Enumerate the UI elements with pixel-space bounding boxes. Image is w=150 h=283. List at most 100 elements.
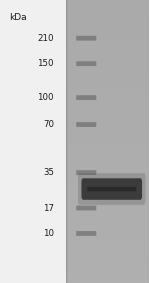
Bar xyxy=(68,0,107,283)
Bar xyxy=(68,0,130,283)
Bar xyxy=(66,76,150,80)
Bar xyxy=(66,189,150,193)
Bar xyxy=(66,170,150,175)
Bar xyxy=(68,0,96,283)
Bar xyxy=(68,0,123,283)
Bar xyxy=(66,28,150,33)
Bar xyxy=(67,0,69,283)
Bar xyxy=(68,0,147,283)
Bar xyxy=(66,222,150,226)
Bar xyxy=(66,175,150,179)
Bar xyxy=(68,0,136,283)
Bar xyxy=(67,0,80,283)
Bar xyxy=(68,0,102,283)
Bar xyxy=(66,23,150,28)
Bar xyxy=(68,0,116,283)
Text: kDa: kDa xyxy=(9,13,27,22)
Bar xyxy=(68,0,104,283)
Bar xyxy=(67,0,90,283)
Bar xyxy=(68,0,122,283)
Bar xyxy=(66,193,150,198)
Bar xyxy=(68,0,126,283)
Bar xyxy=(66,137,150,142)
FancyBboxPatch shape xyxy=(76,95,96,100)
Bar xyxy=(66,146,150,151)
Bar xyxy=(66,274,150,278)
Bar xyxy=(66,255,150,260)
Bar xyxy=(68,0,112,283)
Bar xyxy=(68,0,110,283)
Bar xyxy=(66,212,150,217)
Bar xyxy=(66,123,150,127)
Text: 150: 150 xyxy=(38,59,54,68)
Bar xyxy=(66,217,150,222)
Text: 210: 210 xyxy=(38,34,54,43)
Text: 17: 17 xyxy=(43,203,54,213)
Bar xyxy=(66,264,150,269)
Bar xyxy=(66,160,150,165)
Bar xyxy=(68,0,124,283)
Bar xyxy=(67,0,82,283)
Bar xyxy=(68,0,109,283)
Bar xyxy=(66,47,150,52)
Bar xyxy=(68,0,105,283)
Bar xyxy=(66,260,150,264)
Bar xyxy=(66,127,150,132)
Bar xyxy=(66,184,150,189)
Bar xyxy=(67,0,76,283)
Bar xyxy=(66,5,150,9)
Bar xyxy=(66,71,150,76)
Bar xyxy=(66,236,150,241)
Bar xyxy=(67,0,78,283)
Bar xyxy=(66,80,150,85)
Bar xyxy=(67,0,87,283)
FancyBboxPatch shape xyxy=(76,205,96,211)
Bar xyxy=(66,245,150,250)
Bar xyxy=(66,156,150,160)
Text: 10: 10 xyxy=(43,229,54,238)
Bar xyxy=(68,0,148,283)
Bar xyxy=(66,19,150,23)
Bar xyxy=(67,0,85,283)
Bar xyxy=(68,0,121,283)
Bar xyxy=(67,0,72,283)
Bar xyxy=(66,9,150,14)
Bar xyxy=(68,0,132,283)
Text: 100: 100 xyxy=(38,93,54,102)
Bar xyxy=(66,269,150,274)
Bar xyxy=(68,0,137,283)
FancyBboxPatch shape xyxy=(76,61,96,66)
Bar xyxy=(68,0,99,283)
Bar xyxy=(66,142,150,146)
FancyBboxPatch shape xyxy=(76,170,96,175)
Bar xyxy=(66,165,150,170)
Bar xyxy=(67,0,73,283)
Bar xyxy=(68,0,101,283)
Bar xyxy=(68,0,129,283)
Bar xyxy=(66,0,67,283)
Bar xyxy=(66,278,150,283)
Bar xyxy=(68,0,117,283)
Bar xyxy=(66,207,150,212)
Bar xyxy=(68,0,138,283)
Bar xyxy=(68,0,120,283)
Bar xyxy=(67,0,81,283)
Bar xyxy=(68,0,100,283)
Bar xyxy=(66,66,150,71)
Bar xyxy=(68,0,108,283)
Bar xyxy=(68,0,149,283)
FancyBboxPatch shape xyxy=(81,178,142,200)
Bar xyxy=(68,0,146,283)
Bar xyxy=(68,0,103,283)
Bar xyxy=(68,0,106,283)
Bar xyxy=(67,0,95,283)
Bar xyxy=(67,0,94,283)
Bar xyxy=(68,0,143,283)
Bar xyxy=(66,226,150,231)
Bar xyxy=(68,0,125,283)
Bar xyxy=(68,0,113,283)
Bar xyxy=(67,0,71,283)
Bar xyxy=(67,0,79,283)
Bar xyxy=(66,14,150,19)
FancyBboxPatch shape xyxy=(0,0,66,283)
